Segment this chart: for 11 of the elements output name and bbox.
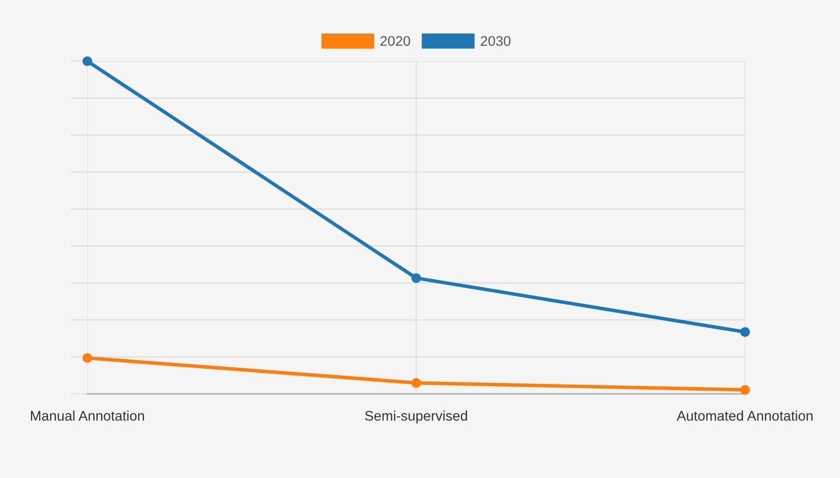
- x-tick-label: Semi-supervised: [365, 410, 468, 424]
- point: [82, 56, 92, 66]
- x-tick-label: Manual Annotation: [30, 410, 144, 421]
- point: [740, 327, 750, 337]
- point: [411, 273, 422, 283]
- point: [411, 378, 422, 388]
- x-tick-label: Automated Annotation: [676, 410, 813, 421]
- point: [82, 353, 92, 363]
- legend-label: 2020: [380, 36, 410, 46]
- legend-label: 2030: [480, 36, 510, 46]
- point: [740, 385, 750, 395]
